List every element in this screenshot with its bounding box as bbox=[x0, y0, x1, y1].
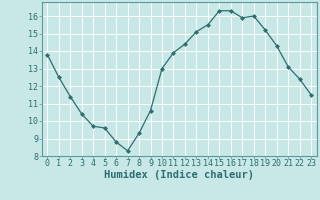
X-axis label: Humidex (Indice chaleur): Humidex (Indice chaleur) bbox=[104, 170, 254, 180]
